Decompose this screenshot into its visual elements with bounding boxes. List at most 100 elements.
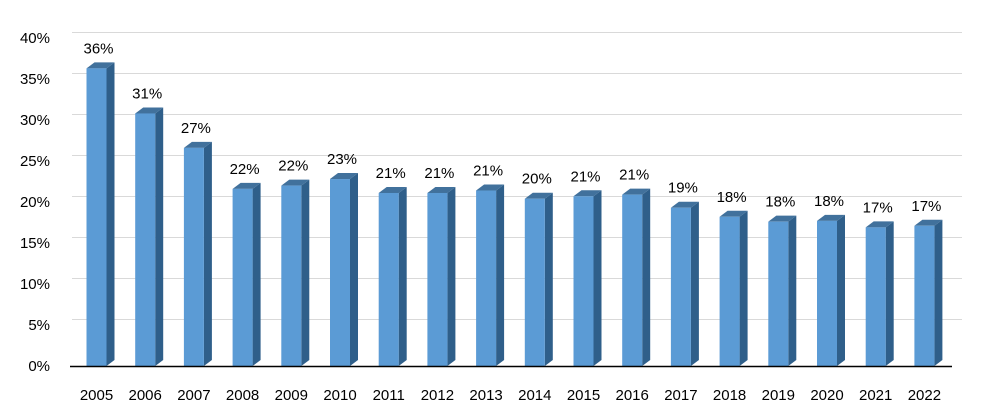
data-label: 19%: [668, 180, 698, 197]
data-label: 21%: [376, 165, 406, 182]
data-label: 18%: [814, 193, 844, 210]
bar-front: [573, 196, 594, 366]
y-tick-label: 10%: [20, 276, 50, 293]
bar-top: [817, 214, 845, 221]
bar-front: [622, 194, 643, 366]
bar-top: [573, 190, 602, 197]
bar-top: [135, 107, 164, 114]
bar: [232, 182, 261, 366]
bar-front: [378, 192, 399, 366]
bar-front: [817, 220, 837, 366]
x-category-label: 2014: [518, 387, 551, 404]
bar-side: [642, 188, 651, 366]
bar-front: [86, 68, 107, 366]
x-category-label: 2021: [859, 387, 892, 404]
x-category-label: 2015: [567, 387, 600, 404]
bar-front: [670, 207, 691, 366]
data-label: 27%: [181, 120, 211, 137]
bar-side: [203, 141, 212, 366]
bar-top: [378, 186, 407, 193]
x-category-label: 2019: [762, 387, 795, 404]
bar: [573, 190, 602, 366]
bar: [476, 184, 505, 366]
data-label: 21%: [619, 167, 649, 184]
bar-top: [622, 188, 651, 195]
y-tick-label: 25%: [20, 153, 50, 170]
bar-front: [476, 190, 497, 366]
bar-front: [232, 188, 253, 366]
bars: [86, 62, 943, 367]
data-label: 17%: [863, 199, 893, 216]
data-label: 21%: [424, 165, 454, 182]
bar: [135, 107, 164, 366]
x-category-label: 2011: [373, 387, 405, 404]
data-label: 21%: [570, 168, 600, 185]
bar-top: [183, 141, 212, 148]
data-label: 23%: [327, 151, 357, 168]
y-tick-label: 35%: [20, 71, 50, 88]
x-category-label: 2012: [421, 387, 454, 404]
bar: [330, 173, 358, 366]
bar-side: [252, 182, 261, 366]
bar-top: [524, 192, 553, 199]
x-category-label: 2006: [129, 387, 162, 404]
bar-front: [524, 198, 545, 366]
bar: [86, 62, 115, 367]
gridlines: [72, 32, 962, 320]
bar-side: [885, 221, 894, 366]
bar-top: [670, 201, 699, 208]
data-labels: 36% 31% 27% 22% 22% 23% 21% 21% 21% 20% 21% 21% 19% 1…: [83, 40, 941, 216]
y-axis-ticks: 0% 5% 10% 15% 20% 25% 30% 35% 40%: [20, 30, 50, 375]
data-label: 31%: [132, 85, 162, 102]
x-category-label: 2020: [810, 387, 843, 404]
x-category-label: 2005: [80, 387, 113, 404]
data-label: 17%: [911, 198, 941, 215]
bar-front: [281, 185, 302, 366]
x-category-label: 2013: [469, 387, 502, 404]
y-tick-label: 30%: [20, 112, 50, 129]
bar-side: [934, 219, 943, 366]
bar-side: [106, 62, 115, 367]
data-label: 18%: [717, 189, 747, 206]
bar-top: [719, 210, 748, 217]
bar: [524, 192, 553, 366]
bar-side: [739, 210, 748, 366]
bar-front: [719, 216, 740, 366]
bar: [768, 215, 797, 366]
bar-side: [690, 201, 699, 366]
x-category-label: 2008: [226, 387, 259, 404]
bar-side: [447, 186, 456, 366]
bar-front: [914, 225, 935, 366]
bar: [378, 186, 407, 366]
x-category-label: 2018: [713, 387, 746, 404]
bar-side: [544, 192, 553, 366]
x-axis-categories: 2005 2006 2007 2008 2009 2010 2011 2012 2013 2014…: [80, 387, 941, 404]
bar: [914, 219, 943, 366]
bar-top: [86, 62, 115, 69]
bar-side: [350, 173, 358, 366]
bar-side: [155, 107, 164, 366]
y-tick-label: 0%: [28, 358, 50, 375]
x-category-label: 2009: [275, 387, 308, 404]
bar-side: [788, 215, 797, 366]
bar-front: [330, 179, 350, 366]
bar: [183, 141, 212, 366]
bar: [817, 214, 845, 366]
bar-side: [301, 179, 310, 366]
bar-side: [593, 190, 602, 366]
bar: [865, 221, 894, 366]
bar-top: [232, 182, 261, 189]
bar-top: [865, 221, 894, 228]
bar: [427, 186, 456, 366]
bar-top: [914, 219, 943, 226]
x-category-label: 2022: [908, 387, 941, 404]
bar-top: [768, 215, 797, 222]
bar-top: [281, 179, 310, 186]
bar-top: [330, 173, 358, 180]
bar-top: [476, 184, 505, 191]
data-label: 36%: [83, 40, 113, 57]
bar: [281, 179, 310, 366]
bar: [622, 188, 651, 366]
bar-front: [427, 192, 448, 366]
data-label: 22%: [230, 161, 260, 178]
